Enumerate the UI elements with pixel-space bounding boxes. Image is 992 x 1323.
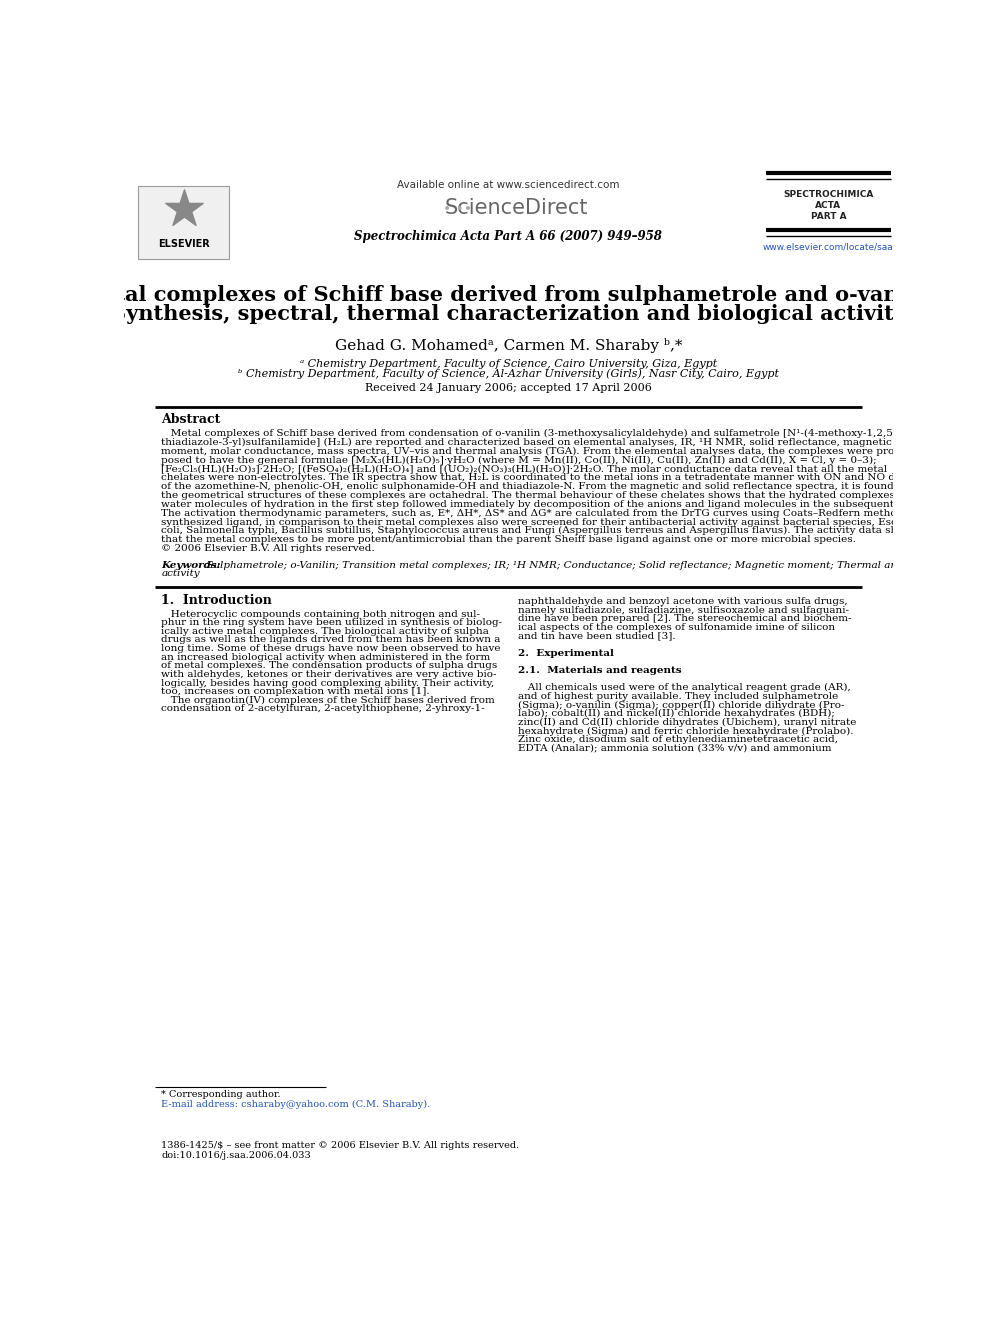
Text: Received 24 January 2006; accepted 17 April 2006: Received 24 January 2006; accepted 17 Ap… [365, 384, 652, 393]
Text: SPECTROCHIMICA: SPECTROCHIMICA [784, 191, 874, 200]
Text: the geometrical structures of these complexes are octahedral. The thermal behavi: the geometrical structures of these comp… [161, 491, 930, 500]
Text: too, increases on complexation with metal ions [1].: too, increases on complexation with meta… [161, 687, 430, 696]
Text: namely sulfadiazole, sulfadiazine, sulfisoxazole and sulfaguani-: namely sulfadiazole, sulfadiazine, sulfi… [518, 606, 849, 615]
Text: Keywords:: Keywords: [161, 561, 224, 570]
Text: ically active metal complexes. The biological activity of sulpha: ically active metal complexes. The biolo… [161, 627, 489, 636]
Text: Sulphametrole; o-Vanilin; Transition metal complexes; IR; ¹H NMR; Conductance; S: Sulphametrole; o-Vanilin; Transition met… [203, 561, 985, 570]
Text: of the azomethine-N, phenolic-OH, enolic sulphonamide-OH and thiadiazole-N. From: of the azomethine-N, phenolic-OH, enolic… [161, 482, 919, 491]
Text: naphthaldehyde and benzoyl acetone with various sulfa drugs,: naphthaldehyde and benzoyl acetone with … [518, 597, 847, 606]
Text: EDTA (Analar); ammonia solution (33% v/v) and ammonium: EDTA (Analar); ammonia solution (33% v/v… [518, 744, 831, 753]
Text: and of highest purity available. They included sulphametrole: and of highest purity available. They in… [518, 692, 838, 701]
Text: © 2006 Elsevier B.V. All rights reserved.: © 2006 Elsevier B.V. All rights reserved… [161, 544, 375, 553]
Text: All chemicals used were of the analytical reagent grade (AR),: All chemicals used were of the analytica… [518, 683, 850, 692]
Text: an increased biological activity when administered in the form: an increased biological activity when ad… [161, 652, 490, 662]
FancyBboxPatch shape [138, 185, 229, 259]
Text: Available online at www.sciencedirect.com: Available online at www.sciencedirect.co… [397, 180, 620, 191]
Text: and tin have been studied [3].: and tin have been studied [3]. [518, 631, 676, 640]
Text: ᵃ Chemistry Department, Faculty of Science, Cairo University, Giza, Egypt: ᵃ Chemistry Department, Faculty of Scien… [300, 359, 717, 369]
Text: PART A: PART A [810, 212, 846, 221]
Text: 2.  Experimental: 2. Experimental [518, 650, 614, 658]
Text: ical aspects of the complexes of sulfonamide imine of silicon: ical aspects of the complexes of sulfona… [518, 623, 835, 632]
Text: zinc(II) and Cd(II) chloride dihydrates (Ubichem), uranyl nitrate: zinc(II) and Cd(II) chloride dihydrates … [518, 718, 856, 726]
Text: Metal complexes of Schiff base derived from condensation of o-vanilin (3-methoxy: Metal complexes of Schiff base derived f… [161, 429, 897, 438]
Text: doi:10.1016/j.saa.2006.04.033: doi:10.1016/j.saa.2006.04.033 [161, 1151, 310, 1160]
Text: long time. Some of these drugs have now been observed to have: long time. Some of these drugs have now … [161, 644, 501, 654]
Text: synthesized ligand, in comparison to their metal complexes also were screened fo: synthesized ligand, in comparison to the… [161, 517, 940, 527]
Text: activity: activity [161, 569, 199, 578]
Text: ACTA: ACTA [815, 201, 841, 210]
Text: * Corresponding author.: * Corresponding author. [161, 1090, 281, 1098]
Text: 1.  Introduction: 1. Introduction [161, 594, 272, 607]
Text: phur in the ring system have been utilized in synthesis of biolog-: phur in the ring system have been utiliz… [161, 618, 502, 627]
Text: The organotin(IV) complexes of the Schiff bases derived from: The organotin(IV) complexes of the Schif… [161, 696, 495, 705]
Text: Spectrochimica Acta Part A 66 (2007) 949–958: Spectrochimica Acta Part A 66 (2007) 949… [354, 230, 663, 242]
Text: drugs as well as the ligands drived from them has been known a: drugs as well as the ligands drived from… [161, 635, 501, 644]
Text: chelates were non-electrolytes. The IR spectra show that, H₂L is coordinated to : chelates were non-electrolytes. The IR s… [161, 474, 947, 483]
Text: Gehad G. Mohamedᵃ, Carmen M. Sharaby ᵇ,*: Gehad G. Mohamedᵃ, Carmen M. Sharaby ᵇ,* [334, 337, 682, 353]
Text: E-mail address: csharaby@yahoo.com (C.M. Sharaby).: E-mail address: csharaby@yahoo.com (C.M.… [161, 1101, 431, 1110]
Text: dine have been prepared [2]. The stereochemical and biochem-: dine have been prepared [2]. The stereoc… [518, 614, 851, 623]
Text: with aldehydes, ketones or their derivatives are very active bio-: with aldehydes, ketones or their derivat… [161, 669, 497, 679]
Text: The activation thermodynamic parameters, such as, E*, ΔH*, ΔS* and ΔG* are calcu: The activation thermodynamic parameters,… [161, 508, 930, 517]
Text: • ••: • •• [442, 201, 472, 216]
Text: www.elsevier.com/locate/saa: www.elsevier.com/locate/saa [763, 242, 894, 251]
Text: (Sigma); o-vanilin (Sigma); copper(II) chloride dihydrate (Pro-: (Sigma); o-vanilin (Sigma); copper(II) c… [518, 701, 844, 709]
Text: [Fe₂Cl₅(HL)(H₂O)₃]·2H₂O; [(FeSO₄)₂(H₂L)(H₂O)₄] and [(UO₂)₂(NO₃)₃(HL)(H₂O)]·2H₂O.: [Fe₂Cl₅(HL)(H₂O)₃]·2H₂O; [(FeSO₄)₂(H₂L)(… [161, 464, 887, 474]
Text: Abstract: Abstract [161, 413, 220, 426]
Text: ELSEVIER: ELSEVIER [158, 239, 209, 249]
Text: Heterocyclic compounds containing both nitrogen and sul-: Heterocyclic compounds containing both n… [161, 610, 480, 619]
Text: that the metal complexes to be more potent/antimicrobial than the parent Sheiff : that the metal complexes to be more pote… [161, 536, 856, 544]
Text: coli, Salmonella typhi, Bacillus subtillus, Staphylococcus aureus and Fungi (Asp: coli, Salmonella typhi, Bacillus subtill… [161, 527, 913, 536]
Text: 1386-1425/$ – see front matter © 2006 Elsevier B.V. All rights reserved.: 1386-1425/$ – see front matter © 2006 El… [161, 1142, 520, 1150]
Text: labo); cobalt(II) and nickel(II) chloride hexahydrates (BDH);: labo); cobalt(II) and nickel(II) chlorid… [518, 709, 834, 718]
Text: posed to have the general formulae [M₂X₃(HL)(H₂O)₅]·yH₂O (where M = Mn(II), Co(I: posed to have the general formulae [M₂X₃… [161, 455, 877, 464]
Text: moment, molar conductance, mass spectra, UV–vis and thermal analysis (TGA). From: moment, molar conductance, mass spectra,… [161, 447, 898, 455]
Text: Metal complexes of Schiff base derived from sulphametrole and o-vanilin: Metal complexes of Schiff base derived f… [79, 286, 937, 306]
Text: thiadiazole-3-yl)sulfanilamide] (H₂L) are reported and characterized based on el: thiadiazole-3-yl)sulfanilamide] (H₂L) ar… [161, 438, 892, 447]
Text: water molecules of hydration in the first step followed immediately by decomposi: water molecules of hydration in the firs… [161, 500, 929, 509]
Point [176, 198, 191, 220]
Text: 2.1.  Materials and reagents: 2.1. Materials and reagents [518, 667, 682, 675]
Text: Synthesis, spectral, thermal characterization and biological activity: Synthesis, spectral, thermal characteriz… [111, 304, 906, 324]
Text: hexahydrate (Sigma) and ferric chloride hexahydrate (Prolabo).: hexahydrate (Sigma) and ferric chloride … [518, 726, 853, 736]
Text: condensation of 2-acetylfuran, 2-acetylthiophene, 2-yhroxy-1-: condensation of 2-acetylfuran, 2-acetylt… [161, 704, 485, 713]
Text: ᵇ Chemistry Department, Faculty of Science, Al-Azhar University (Girls), Nasr Ci: ᵇ Chemistry Department, Faculty of Scien… [238, 369, 779, 380]
Text: ScienceDirect: ScienceDirect [444, 198, 588, 218]
Text: logically, besides having good complexing ability. Their activity,: logically, besides having good complexin… [161, 679, 494, 688]
Text: of metal complexes. The condensation products of sulpha drugs: of metal complexes. The condensation pro… [161, 662, 497, 671]
Text: Zinc oxide, disodium salt of ethylenediaminetetraacetic acid,: Zinc oxide, disodium salt of ethylenedia… [518, 736, 837, 745]
